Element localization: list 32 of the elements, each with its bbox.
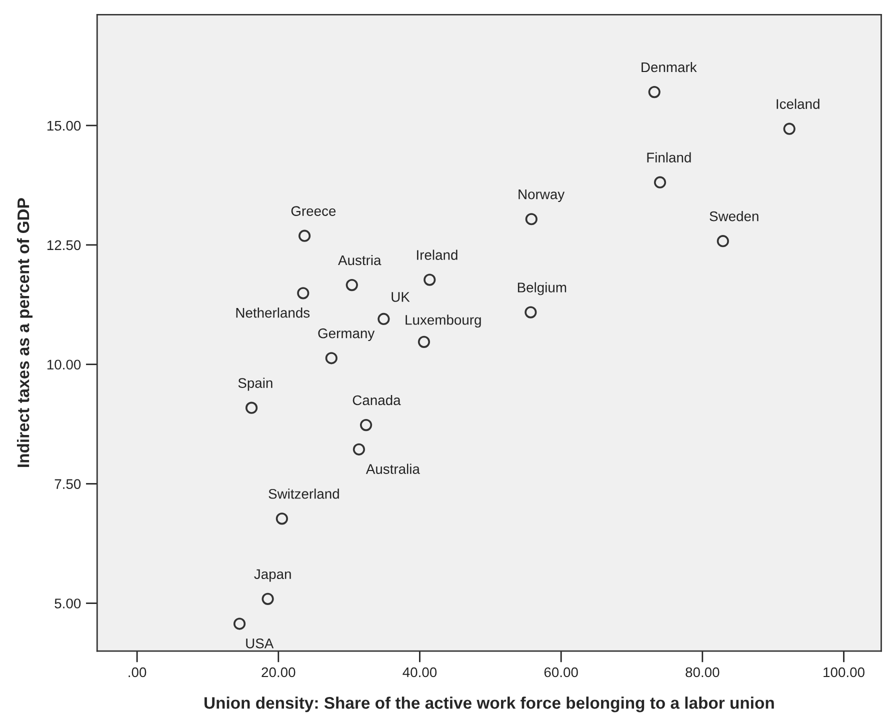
x-tick-label: 20.00 [262,667,296,678]
y-axis-title: Indirect taxes as a percent of GDP [16,198,33,467]
data-label: Netherlands [236,308,310,318]
data-label: Japan [254,569,291,582]
data-label: Norway [518,190,565,202]
y-tick-label: 12.50 [47,240,81,250]
x-tick-label: 80.00 [686,667,720,678]
data-label: USA [246,638,274,648]
data-label: UK [392,292,410,302]
x-axis-title: Union density: Share of the active work force belonging to a labor union [204,696,774,712]
data-label: Ireland [417,250,458,260]
x-tick-label: 40.00 [402,667,437,678]
data-label: Spain [238,378,272,391]
y-tick-label: 15.00 [47,120,81,131]
x-tick-label: 100.00 [824,667,864,678]
data-label: Belgium [518,282,566,296]
data-label: Finland [647,152,691,162]
data-label: Austria [338,254,382,266]
data-label: Greece [291,206,336,216]
data-label: Sweden [710,211,758,222]
data-label: Switzerland [268,488,339,499]
x-tick-label: 60.00 [544,667,578,678]
y-tick-label: 5.00 [54,598,81,608]
data-label: Canada [352,394,401,406]
data-label: Denmark [642,62,697,72]
data-label: Luxembourg [406,314,481,328]
y-tick-label: 10.00 [47,360,81,370]
x-tick-label: .00 [128,667,146,678]
data-label: Australia [366,464,420,474]
y-tick-label: 7.50 [54,479,81,489]
data-label: Iceland [776,98,820,109]
data-label: Germany [318,328,375,342]
